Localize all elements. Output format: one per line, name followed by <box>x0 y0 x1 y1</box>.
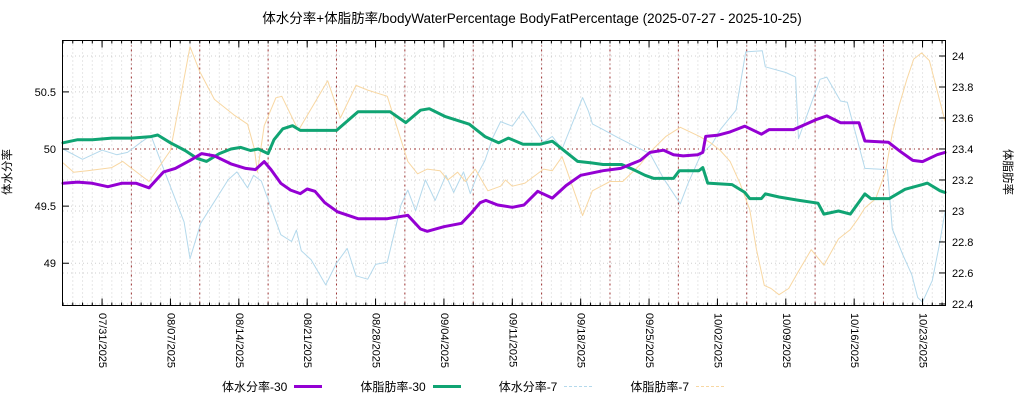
x-tick-label: 10/09/2025 <box>780 313 792 368</box>
x-tick-label: 10/16/2025 <box>848 313 860 368</box>
x-tick-label: 09/11/2025 <box>506 313 518 367</box>
legend-item-体脂肪率-30: 体脂肪率-30 <box>360 378 461 395</box>
series-line-体脂肪率-30 <box>61 107 947 216</box>
legend-swatch-dashed-line <box>696 386 725 387</box>
legend-label: 体水分率-7 <box>498 380 558 394</box>
series-line-体脂肪率-7 <box>62 46 946 296</box>
y-right-tick-label: 22.8 <box>952 237 973 249</box>
legend-label: 体水分率-30 <box>221 380 288 394</box>
x-tick-label: 10/02/2025 <box>711 313 723 368</box>
legend-item-体水分率-7: 体水分率-7 <box>499 378 593 395</box>
legend-label: 体脂肪率-7 <box>630 380 690 394</box>
x-tick-label: 08/28/2025 <box>370 313 382 368</box>
legend-swatch-dashed-line <box>564 386 593 387</box>
legend-item-体脂肪率-7: 体脂肪率-7 <box>630 378 725 395</box>
legend-label: 体脂肪率-30 <box>360 380 426 394</box>
x-tick-label: 08/07/2025 <box>164 313 176 368</box>
y-right-tick-label: 22.6 <box>952 268 973 280</box>
x-tick-label: 10/23/2025 <box>917 313 929 368</box>
y-left-tick-label: 50 <box>44 144 56 156</box>
series-line-体水分率-30 <box>61 114 947 233</box>
legend-swatch-solid-line <box>432 385 461 388</box>
y-right-tick-label: 23.2 <box>952 175 973 187</box>
legend-item-体水分率-30: 体水分率-30 <box>221 378 323 395</box>
y-right-tick-label: 23.8 <box>952 82 973 94</box>
legend-swatch-solid-line <box>294 385 323 388</box>
y-right-tick-label: 23.6 <box>952 113 973 125</box>
y-left-tick-label: 50.5 <box>35 87 56 99</box>
plot-border <box>62 40 946 306</box>
y-left-tick-label: 49.5 <box>35 201 56 213</box>
chart-title: 体水分率+体脂肪率/bodyWaterPercentage BodyFatPer… <box>262 11 802 26</box>
x-tick-label: 07/31/2025 <box>96 313 108 368</box>
x-tick-label: 09/25/2025 <box>643 313 655 368</box>
y-right-tick-label: 22.4 <box>952 299 973 311</box>
y-right-tick-label: 23.4 <box>952 144 973 156</box>
y-right-tick-label: 23 <box>952 206 964 218</box>
x-tick-label: 09/04/2025 <box>438 313 450 368</box>
x-tick-label: 08/14/2025 <box>233 313 245 368</box>
x-tick-label: 08/21/2025 <box>301 313 313 368</box>
y-right-tick-label: 24 <box>952 51 964 63</box>
legend: 体水分率-30 体脂肪率-30 体水分率-7 体脂肪率-7 <box>0 378 1024 395</box>
series-line-体水分率-7 <box>62 50 946 303</box>
x-tick-label: 09/18/2025 <box>575 313 587 368</box>
y-left-tick-label: 49 <box>44 258 56 270</box>
